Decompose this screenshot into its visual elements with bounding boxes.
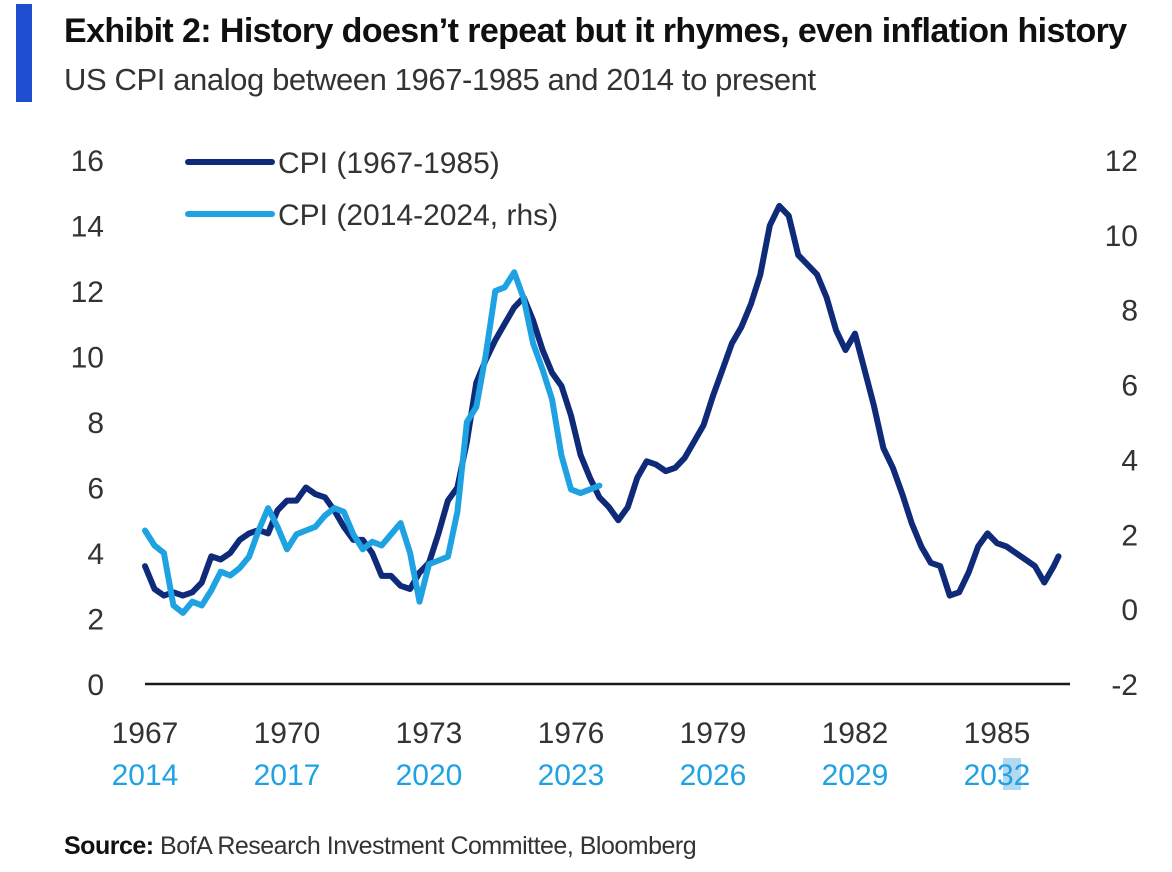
source-note: Source: BofA Research Investment Committ…: [64, 832, 697, 861]
x-tick-label-bottom: 2017: [254, 759, 321, 792]
x-tick-label-top: 1967: [112, 717, 179, 750]
x-tick-label-top: 1985: [964, 717, 1031, 750]
left-tick-label: 16: [71, 145, 104, 178]
left-tick-label: 8: [87, 407, 104, 440]
right-tick-label: -2: [1111, 669, 1138, 702]
left-tick-label: 2: [87, 604, 104, 637]
x-tick-label-top: 1970: [254, 717, 321, 750]
source-text: BofA Research Investment Committee, Bloo…: [160, 832, 697, 860]
accent-bar: [16, 4, 32, 102]
right-tick-label: 6: [1121, 370, 1138, 403]
x-tick-label-top: 1979: [680, 717, 747, 750]
x-tick-label-bottom: 2029: [822, 759, 889, 792]
x-tick-label-bottom: 2032: [964, 759, 1031, 792]
right-tick-label: 10: [1105, 220, 1138, 253]
right-axis-ticks: -2 0 2 4 6 8 10 12: [1105, 145, 1138, 702]
right-tick-label: 4: [1121, 444, 1138, 477]
right-tick-label: 2: [1121, 519, 1138, 552]
left-tick-label: 14: [71, 211, 104, 244]
x-tick-label-bottom: 2026: [680, 759, 747, 792]
right-tick-label: 12: [1105, 145, 1138, 178]
chart-subtitle: US CPI analog between 1967-1985 and 2014…: [64, 62, 816, 97]
series-lines: [142, 202, 1062, 616]
x-tick-label-top: 1976: [538, 717, 605, 750]
legend: CPI (1967-1985) CPI (2014-2024, rhs): [185, 147, 558, 232]
right-tick-label: 0: [1121, 594, 1138, 627]
source-label: Source:: [64, 832, 154, 860]
right-tick-label: 8: [1121, 295, 1138, 328]
series-line-cpi-1967-1985: [142, 202, 1062, 599]
left-tick-label: 12: [71, 276, 104, 309]
left-tick-label: 10: [71, 342, 104, 375]
x-tick-label-bottom: 2014: [112, 759, 179, 792]
left-tick-label: 0: [87, 669, 104, 702]
chart-title: Exhibit 2: History doesn’t repeat but it…: [64, 12, 1127, 50]
x-tick-label-top: 1973: [396, 717, 463, 750]
left-axis-ticks: 0 2 4 6 8 10 12 14 16: [71, 145, 104, 702]
x-axis-ticks: 1967 2014 1970 2017 1973 2020 1976 2023 1979 2026…: [112, 717, 1031, 792]
x-tick-label-top: 1982: [822, 717, 889, 750]
left-tick-label: 6: [87, 473, 104, 506]
x-tick-label-bottom: 2020: [396, 759, 463, 792]
series-line-cpi-2014-2024: [142, 269, 603, 616]
legend-label: CPI (1967-1985): [278, 147, 500, 180]
selection-highlight: [1003, 758, 1021, 790]
legend-label: CPI (2014-2024, rhs): [278, 199, 558, 232]
left-tick-label: 4: [87, 538, 104, 571]
x-tick-label-bottom: 2023: [538, 759, 605, 792]
